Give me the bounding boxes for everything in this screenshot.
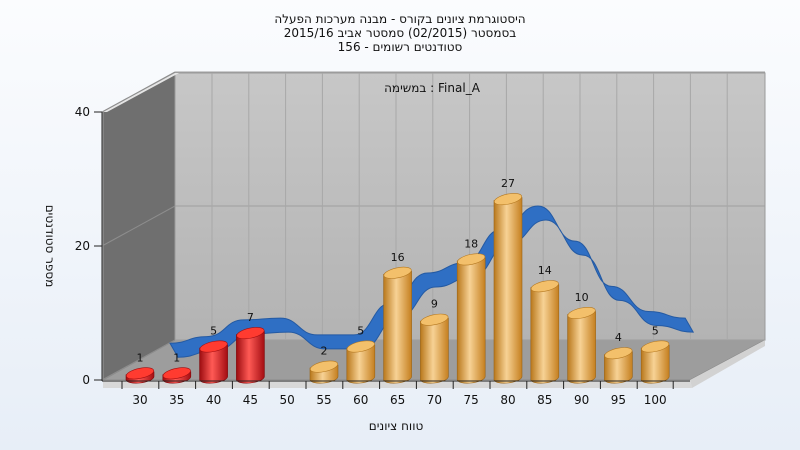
x-tick-label-65: 65 (390, 393, 405, 407)
bar-70: 9 (420, 298, 449, 384)
value-label-100: 5 (652, 325, 659, 338)
bar-90: 10 (567, 291, 596, 384)
bar-top (383, 266, 412, 279)
bar-top (457, 253, 486, 266)
value-label-70: 9 (431, 298, 438, 311)
x-tick-label-100: 100 (644, 393, 667, 407)
bar-80: 27 (493, 177, 523, 384)
x-tick-label-50: 50 (280, 393, 295, 407)
bars-layer: 1 1 5 7 2 5 16 9 18 27 14 10 4 5 (125, 177, 670, 384)
bar-75: 18 (456, 237, 486, 384)
grid-line-side (101, 71, 176, 113)
chart-subtitle: במשימה : Final_A (384, 81, 481, 95)
x-tick-label-85: 85 (537, 393, 552, 407)
bar-top (604, 347, 633, 360)
value-label-85: 14 (538, 264, 552, 277)
bar-body (456, 257, 486, 384)
x-tick-label-55: 55 (316, 393, 331, 407)
value-label-40: 5 (210, 325, 217, 338)
bar-top (199, 340, 228, 353)
bar-body (567, 311, 596, 384)
y-axis-title: מספר סטודנטים (43, 205, 57, 288)
bar-top (309, 360, 339, 373)
right-edge (690, 340, 765, 388)
bar-top (493, 193, 523, 206)
chart-title-line-2: בסמסטר (02/2015) סמסטר אביב 2015/16 (283, 26, 517, 40)
bar-top (530, 280, 559, 293)
x-tick-label-95: 95 (611, 393, 626, 407)
bar-body (420, 317, 449, 384)
bar-top (125, 367, 155, 380)
x-tick-label-40: 40 (206, 393, 221, 407)
value-label-90: 10 (575, 291, 589, 304)
bar-top (641, 340, 670, 353)
bar-35: 1 (162, 351, 192, 384)
x-tick-label-45: 45 (243, 393, 258, 407)
bar-top (346, 340, 375, 353)
y-tick-label-0: 0 (82, 373, 90, 387)
top-edge (103, 73, 179, 112)
bar-100: 5 (640, 325, 670, 384)
bar-55: 2 (309, 345, 339, 384)
value-label-30: 1 (137, 351, 144, 364)
bar-65: 16 (383, 251, 412, 384)
value-label-75: 18 (464, 237, 478, 250)
grid-line-side (101, 339, 176, 381)
value-label-65: 16 (391, 251, 405, 264)
value-label-60: 5 (357, 325, 364, 338)
grid-lines (101, 71, 765, 381)
value-label-80: 27 (501, 177, 515, 190)
x-tick-label-80: 80 (500, 393, 515, 407)
bar-body (530, 284, 560, 384)
bar-45: 7 (236, 311, 265, 384)
chart-title-line-1: היסטוגרמת ציונים בקורס - מבנה מערכות הפע… (274, 12, 526, 26)
x-tick-label-90: 90 (574, 393, 589, 407)
bar-top (420, 313, 449, 326)
bar-body (383, 270, 412, 384)
y-tick-label-40: 40 (75, 105, 90, 119)
x-tick-label-60: 60 (353, 393, 368, 407)
value-label-95: 4 (615, 331, 622, 344)
bar-top (162, 367, 191, 380)
side-wall (102, 72, 176, 381)
x-tick-label-70: 70 (427, 393, 442, 407)
bar-60: 5 (346, 325, 376, 384)
bar-top (567, 307, 596, 319)
grid-line-side (101, 205, 176, 247)
chart-title-line-3: סטודנטים רשומים - 156 (337, 40, 463, 54)
x-tick-label-30: 30 (132, 393, 147, 407)
bar-body (236, 331, 265, 384)
x-tick-label-35: 35 (169, 393, 184, 407)
y-tick-label-20: 20 (75, 239, 90, 253)
value-label-55: 2 (321, 345, 328, 358)
bar-body (493, 197, 523, 384)
bar-top (236, 327, 265, 340)
value-label-35: 1 (173, 351, 180, 364)
bar-40: 5 (199, 325, 228, 384)
value-label-45: 7 (247, 311, 254, 324)
x-tick-label-75: 75 (464, 393, 479, 407)
x-axis-title: טווח ציונים (369, 419, 424, 433)
